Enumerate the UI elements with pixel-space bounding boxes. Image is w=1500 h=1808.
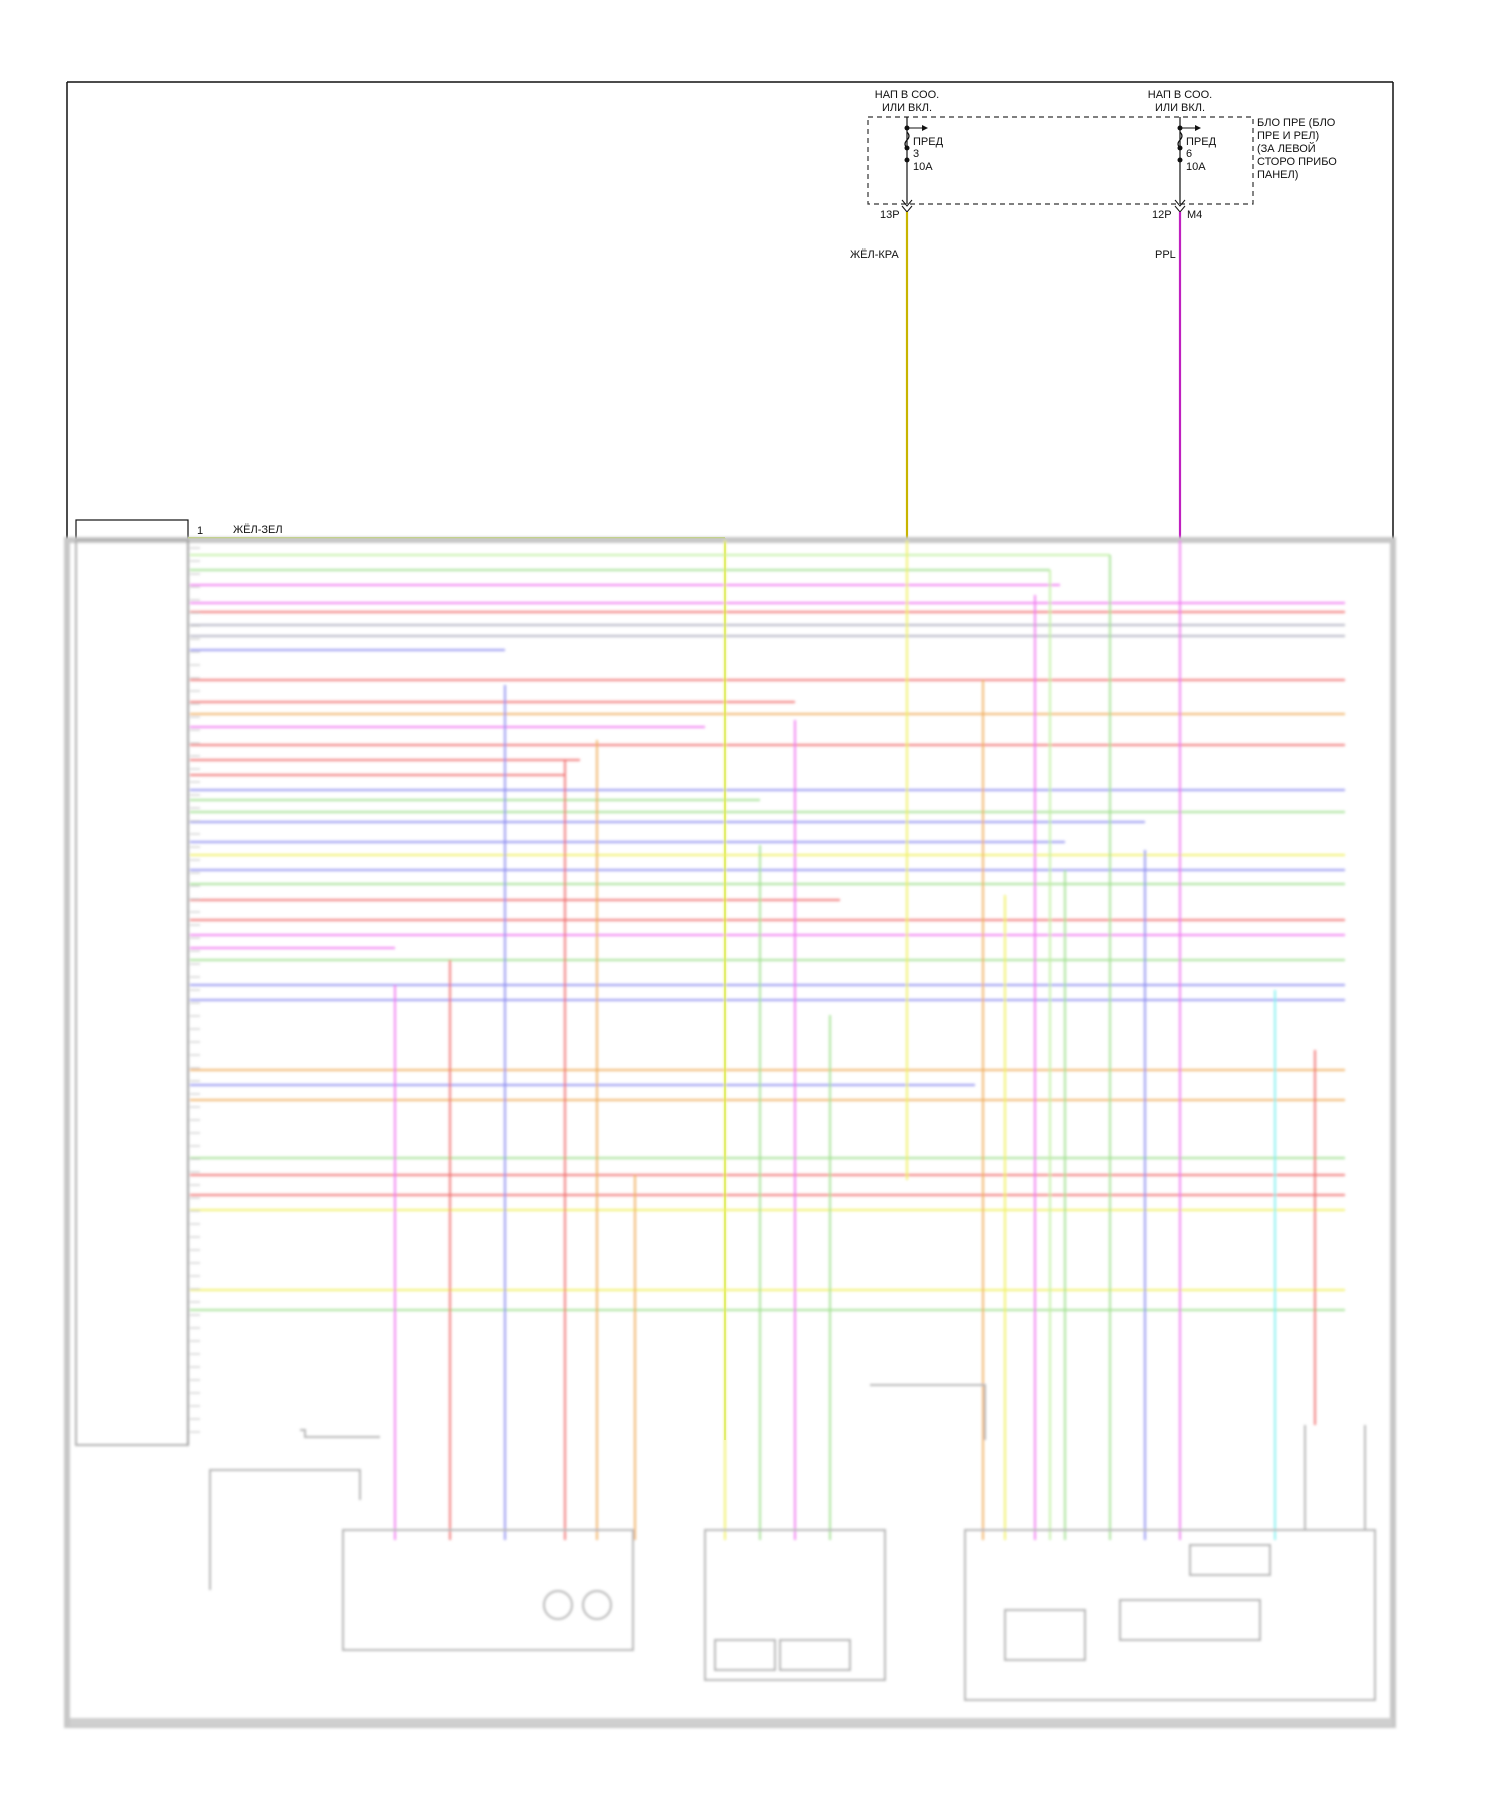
fuse-left-connector: 13P bbox=[880, 209, 900, 221]
fuse-right-number: 6 bbox=[1186, 148, 1192, 160]
fuse-left-label: ПРЕД bbox=[913, 136, 944, 148]
fuse-left-number: 3 bbox=[913, 148, 919, 160]
fuse-block-label-line: (ЗА ЛЕВОЙ bbox=[1257, 142, 1316, 155]
component-box bbox=[1189, 1544, 1271, 1576]
component-box bbox=[1119, 1599, 1261, 1641]
fuse-right-supply-line1: НАП В СОО. bbox=[1148, 89, 1212, 101]
fuse-right: НАП В СОО. ИЛИ ВКЛ. ПРЕД 6 10А 12P M4 PP… bbox=[1148, 89, 1217, 540]
fuse-right-pin: M4 bbox=[1187, 209, 1202, 221]
fuse-right-supply-line2: ИЛИ ВКЛ. bbox=[1155, 102, 1205, 114]
fuse-right-connector: 12P bbox=[1152, 209, 1172, 221]
fuse-left: НАП В СОО. ИЛИ ВКЛ. ПРЕД 3 10А 13P ЖЁЛ-К… bbox=[850, 89, 944, 540]
fuse-icon bbox=[904, 131, 910, 149]
body-frame bbox=[64, 537, 1396, 1728]
bottom-border bbox=[70, 1718, 1392, 1726]
bottom-components bbox=[209, 1384, 1376, 1701]
fuse-block-label-line: ПРЕ И РЕЛ) bbox=[1257, 130, 1319, 142]
module-body bbox=[75, 539, 189, 1446]
module-pin1-number: 1 bbox=[197, 525, 203, 537]
vertical-wires bbox=[393, 540, 1317, 1540]
horizontal-wires bbox=[190, 553, 1345, 1312]
module-header: 1 ЖЁЛ-ЗЕЛ bbox=[75, 519, 726, 1440]
fuse-left-supply-line2: ИЛИ ВКЛ. bbox=[882, 102, 932, 114]
fuse-right-wire-color: PPL bbox=[1155, 249, 1176, 261]
arrow-icon bbox=[1195, 125, 1201, 131]
fuse-block-label: БЛО ПРЕ (БЛО ПРЕ И РЕЛ) (ЗА ЛЕВОЙ СТОРО … bbox=[1257, 117, 1337, 181]
switch-wire bbox=[300, 1429, 380, 1438]
sensor-wire bbox=[870, 1384, 986, 1440]
arrow-icon bbox=[922, 125, 928, 131]
ground-wire bbox=[209, 1469, 361, 1500]
component-box bbox=[964, 1529, 1376, 1701]
outer-frame bbox=[66, 81, 1394, 540]
pin-ticks bbox=[190, 547, 200, 1433]
fuse-block-label-line: ПАНЕЛ) bbox=[1257, 169, 1298, 181]
fuse-block: БЛО ПРЕ (БЛО ПРЕ И РЕЛ) (ЗА ЛЕВОЙ СТОРО … bbox=[867, 116, 1337, 205]
fuse-right-label: ПРЕД bbox=[1186, 136, 1217, 148]
fuse-right-rating: 10А bbox=[1186, 161, 1206, 173]
component-box bbox=[1004, 1609, 1086, 1661]
fuse-icon bbox=[1177, 131, 1183, 149]
component-box bbox=[779, 1639, 851, 1671]
fuse-left-rating: 10А bbox=[913, 161, 933, 173]
lamp-icon bbox=[543, 1590, 573, 1620]
fuse-block-label-line: СТОРО ПРИБО bbox=[1257, 156, 1337, 168]
component-box bbox=[704, 1529, 886, 1681]
sensor-wire bbox=[1304, 1425, 1366, 1530]
wiring-harness-body bbox=[64, 537, 1396, 1728]
module-pin1-wire: ЖЁЛ-ЗЕЛ bbox=[233, 524, 283, 536]
component-box bbox=[342, 1529, 634, 1651]
fuse-block-label-line: БЛО ПРЕ (БЛО bbox=[1257, 117, 1336, 129]
component-box bbox=[714, 1639, 776, 1671]
fuse-left-supply-line1: НАП В СОО. bbox=[875, 89, 939, 101]
fuse-left-wire-color: ЖЁЛ-КРА bbox=[850, 249, 899, 261]
lamp-icon bbox=[582, 1590, 612, 1620]
